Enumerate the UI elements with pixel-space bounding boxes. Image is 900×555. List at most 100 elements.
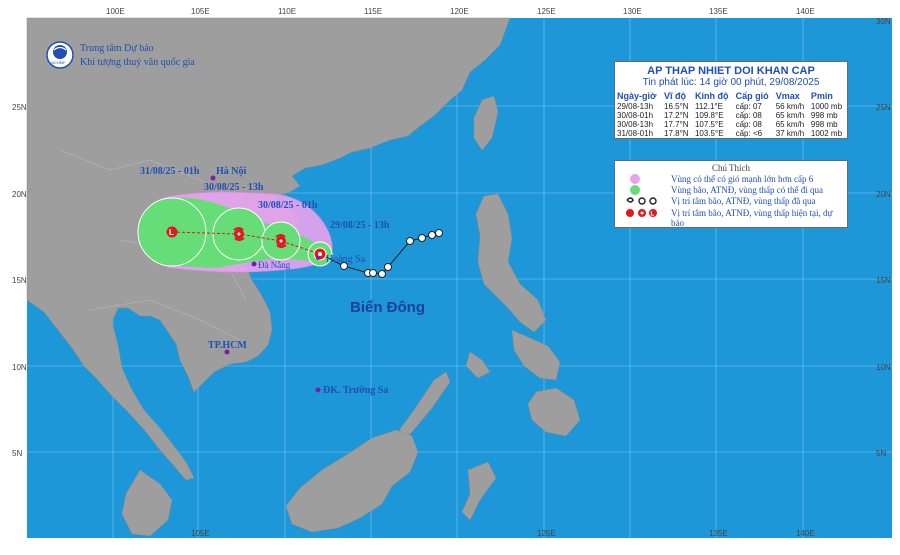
past-position-icons: [626, 197, 657, 205]
bulletin-table: Ngày-giờ Vĩ độ Kinh độ Cấp gió Vmax Pmin…: [615, 90, 847, 138]
cell: 103.5°E: [694, 129, 724, 138]
lat-label-right: 20N: [876, 190, 891, 199]
legend-panel: Chú Thích L Vùng có thể có gió mạnh lớn …: [614, 160, 848, 228]
cell: 107.5°E: [694, 120, 724, 129]
col-header: Cấp gió: [735, 91, 769, 101]
lon-label-top: 135E: [709, 7, 728, 16]
legend-item-storm-zone: Vùng bão, ATNĐ, vùng thấp có thể đi qua: [671, 185, 823, 195]
track-label-31-01h: 31/08/25 - 01h: [140, 166, 200, 177]
table-row: 30/08-13h 17.7°N 107.5°E cấp: 08 65 km/h…: [615, 120, 847, 129]
lat-label-left: 15N: [12, 276, 27, 285]
col-header: Ngày-giờ: [617, 91, 657, 101]
axis-labels: 100E 105E 110E 115E 120E 125E 130E 135E …: [12, 7, 891, 538]
past-position: [435, 229, 443, 237]
col-header: Vĩ độ: [664, 91, 687, 101]
cell: 30/08-13h: [617, 120, 654, 129]
past-position: [384, 263, 392, 271]
past-position: [369, 269, 377, 277]
past-position: [428, 231, 436, 239]
table-row: 30/08-01h 17.2°N 109.8°E cấp: 08 65 km/h…: [615, 111, 847, 120]
storm-forecast-icon: [275, 234, 287, 248]
lat-label-right: 5N: [876, 449, 886, 458]
cell: cấp: 08: [735, 120, 762, 129]
cell: cấp: 08: [735, 111, 762, 120]
tp-hcm-marker: [224, 349, 230, 355]
cell: 17.2°N: [664, 111, 689, 120]
past-position: [340, 262, 348, 270]
bulletin-panel: AP THAP NHIET DOI KHAN CAP Tin phát lúc:…: [614, 61, 848, 139]
cell: 1000 mb: [810, 102, 843, 111]
cell: 31/08-01h: [617, 129, 654, 138]
lon-label-top: 140E: [796, 7, 815, 16]
col-header: Pmin: [810, 91, 833, 101]
col-header: Kinh độ: [694, 91, 729, 101]
label-tp-hcm: TP.HCM: [208, 340, 247, 351]
label-bien-dong: Biển Đông: [350, 299, 425, 316]
lat-label-right: 15N: [876, 276, 891, 285]
lon-label-bottom: 140E: [796, 529, 815, 538]
cell: cấp: <6: [735, 129, 763, 138]
lon-label-top: 130E: [623, 7, 642, 16]
hoang-sa-marker: [316, 256, 320, 260]
cell: 1002 mb: [810, 129, 843, 138]
svg-text:L: L: [651, 212, 655, 218]
cell: 112.1°E: [694, 102, 723, 111]
cell: cấp: 07: [735, 102, 762, 111]
track-label-30-01h: 30/08/25 - 01h: [258, 200, 318, 211]
label-truong-sa: ĐK. Trường Sa: [323, 385, 388, 396]
forecast-track: [171, 231, 321, 255]
lat-label-left: 25N: [12, 103, 27, 112]
lon-label-top: 115E: [364, 7, 382, 16]
past-position: [406, 237, 414, 245]
cell: 65 km/h: [775, 120, 805, 129]
cell: 109.8°E: [694, 111, 724, 120]
org-name-line1: Trung tâm Dự báo: [80, 43, 154, 54]
legend-symbols: L: [626, 174, 657, 218]
logo-text: NCHMF: [51, 60, 66, 65]
legend-item-strong-wind: Vùng có thể có gió mạnh lớn hơn cấp 6: [671, 174, 814, 184]
nchmf-logo: NCHMF: [46, 41, 74, 69]
da-nang-marker: [251, 261, 257, 267]
legend-title: Chú Thích: [711, 163, 751, 173]
lon-label-bottom: 125E: [537, 529, 556, 538]
low-pressure-forecast-icon: L: [166, 226, 178, 238]
bulletin-issued: Tin phát lúc: 14 giờ 00 phút, 29/08/2025: [642, 77, 820, 88]
forecast-symbols: L: [166, 226, 327, 261]
cell: 30/08-01h: [617, 111, 654, 120]
truong-sa-marker: [315, 387, 321, 393]
legend-item-forecast-position: Vị trí tâm bão, ATNĐ, vùng thấp hiện tại…: [671, 208, 833, 228]
lat-label-left: 5N: [12, 449, 22, 458]
label-ha-noi: Hà Nội: [216, 166, 247, 177]
past-track: [319, 229, 443, 278]
lat-label-right: 10N: [876, 363, 891, 372]
col-header: Vmax: [775, 91, 800, 101]
table-row: 29/08-13h 16.5°N 112.1°E cấp: 07 56 km/h…: [615, 102, 847, 111]
org-name-line2: Khí tượng thuỷ văn quốc gia: [80, 57, 195, 68]
lon-label-top: 120E: [450, 7, 469, 16]
cell: 998 mb: [810, 120, 838, 129]
label-da-nang: Đà Nẵng: [258, 260, 291, 270]
lon-label-top: 110E: [278, 7, 296, 16]
past-position: [418, 234, 426, 242]
lat-lon-grid: [27, 18, 892, 538]
pink-zone-icon: [630, 174, 640, 184]
cell: 17.7°N: [664, 120, 689, 129]
green-zone-icon: [630, 185, 640, 195]
track-label-30-13h: 30/08/25 - 13h: [204, 182, 264, 193]
cell: 29/08-13h: [617, 102, 654, 111]
lon-label-top: 105E: [191, 7, 210, 16]
track-label-29-13h: 29/08/25 - 13h: [330, 220, 390, 231]
cell: 65 km/h: [775, 111, 805, 120]
lat-label-left: 10N: [12, 363, 27, 372]
city-markers: [210, 175, 321, 393]
table-header-row: Ngày-giờ Vĩ độ Kinh độ Cấp gió Vmax Pmin: [615, 90, 847, 102]
legend-item-past-position: Vị trí tâm bão, ATNĐ, vùng thấp đã qua: [671, 196, 816, 206]
cell: 998 mb: [810, 111, 838, 120]
bulletin-title: AP THAP NHIET DOI KHAN CAP: [647, 65, 815, 77]
cell: 17.8°N: [664, 129, 689, 138]
lat-label-right: 25N: [876, 103, 891, 112]
lat-label-right: 30N: [876, 17, 891, 26]
cell: 16.5°N: [664, 102, 689, 111]
cell: 56 km/h: [775, 102, 805, 111]
lon-label-bottom: 135E: [709, 529, 728, 538]
